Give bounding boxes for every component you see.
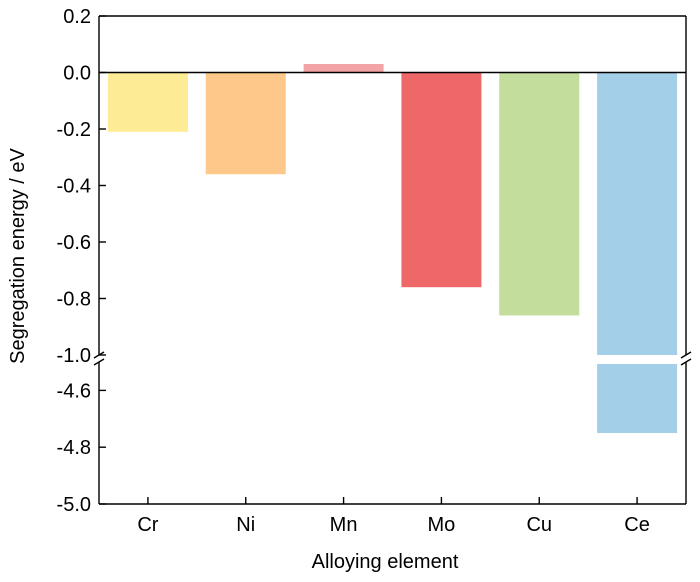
ticks-group: Cr Ni Mn Mo Cu Ce 0.2 0.0 -0.2 -0.4 -0.6 -0.8 -1.0 -4… bbox=[57, 6, 650, 536]
x-axis-label: Alloying element bbox=[312, 551, 459, 573]
bar-cu bbox=[499, 72, 580, 316]
y-tick-label: 0.2 bbox=[63, 6, 91, 28]
y-tick-label: -5.0 bbox=[57, 494, 91, 516]
y-tick-label: -0.8 bbox=[57, 289, 91, 311]
x-tick-label-ce: Ce bbox=[624, 514, 650, 536]
bar-mn bbox=[303, 64, 384, 73]
x-tick-label-cu: Cu bbox=[526, 514, 552, 536]
y-tick-label: -0.6 bbox=[57, 232, 91, 254]
bar-ce-upper bbox=[597, 72, 678, 355]
y-axis-label: Segregation energy / eV bbox=[7, 147, 29, 363]
bar-mo bbox=[401, 72, 482, 288]
y-tick-label: -1.0 bbox=[57, 345, 91, 367]
bar-ce-lower bbox=[597, 364, 678, 433]
y-tick-label: -4.8 bbox=[57, 437, 91, 459]
axis-break-mark bbox=[680, 358, 692, 366]
bars-group bbox=[107, 64, 678, 433]
y-tick-label: -0.4 bbox=[57, 176, 91, 198]
x-tick-label-ni: Ni bbox=[236, 514, 255, 536]
axis-break-mark bbox=[93, 358, 105, 366]
bar-cr bbox=[107, 72, 188, 132]
bar-ni bbox=[205, 72, 286, 175]
y-tick-label: -0.2 bbox=[57, 119, 91, 141]
y-tick-label: -4.6 bbox=[57, 380, 91, 402]
axis-break-mark bbox=[680, 351, 692, 359]
y-tick-label: 0.0 bbox=[63, 63, 91, 85]
x-tick-label-mn: Mn bbox=[330, 514, 358, 536]
x-tick-label-mo: Mo bbox=[428, 514, 456, 536]
x-tick-label-cr: Cr bbox=[137, 514, 158, 536]
